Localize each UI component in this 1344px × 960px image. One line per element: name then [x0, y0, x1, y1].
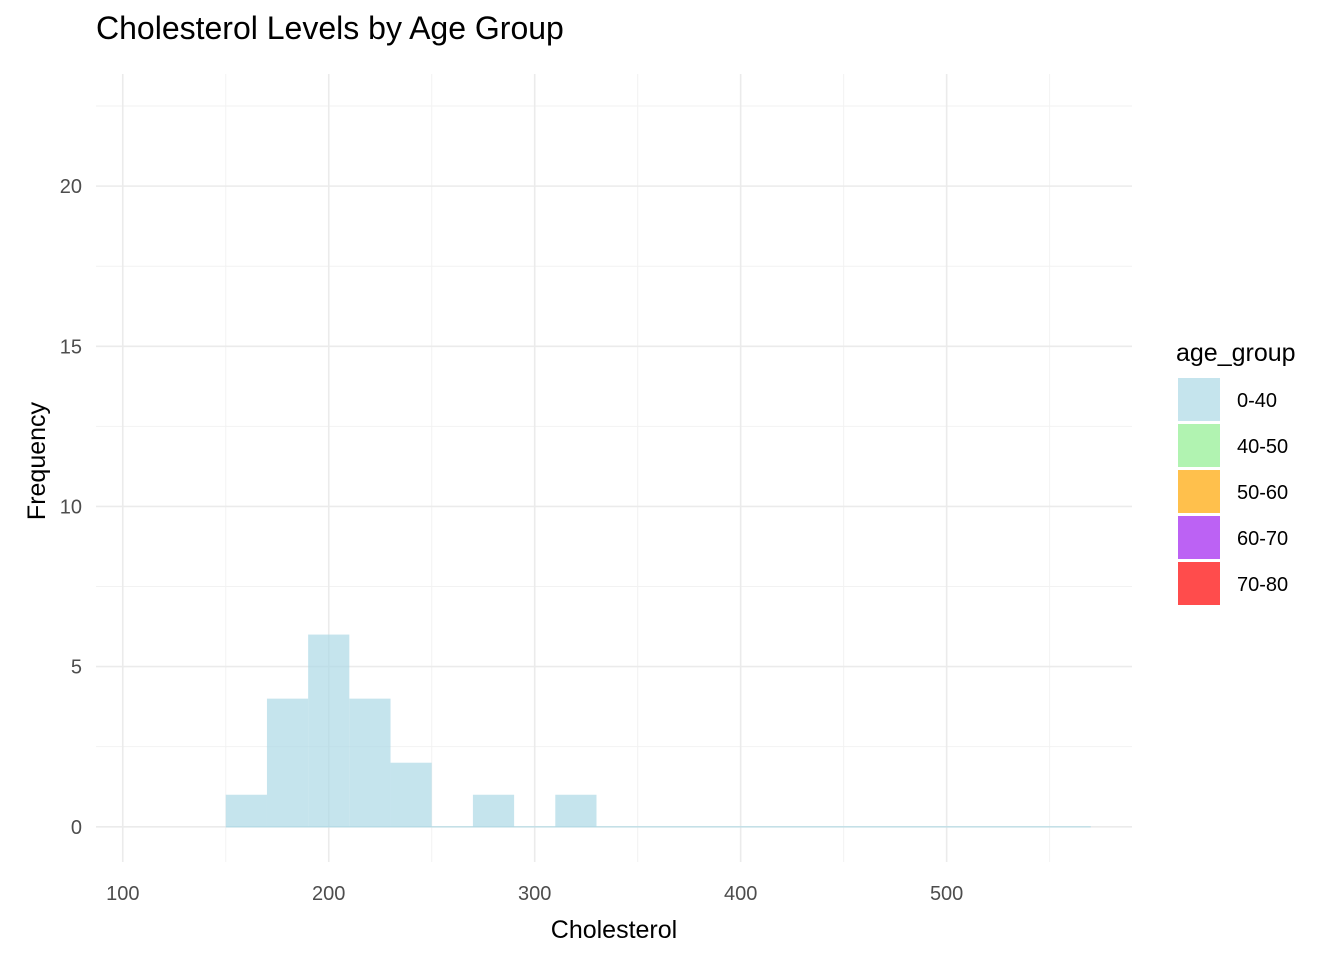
x-tick-label: 500 [930, 883, 963, 905]
chart-title: Cholesterol Levels by Age Group [96, 10, 564, 46]
histogram-bar [266, 698, 309, 827]
y-axis-title: Frequency [23, 401, 51, 520]
legend-label: 70-80 [1237, 574, 1288, 596]
legend-label: 0-40 [1237, 390, 1277, 412]
legend-swatch [1178, 562, 1220, 605]
legend: age_group 0-40 40-50 50-60 60-70 70-80 [1176, 339, 1296, 605]
y-tick-label: 20 [60, 176, 82, 198]
legend-swatch [1178, 378, 1220, 421]
legend-swatch [1178, 516, 1220, 559]
x-tick-label: 300 [518, 883, 551, 905]
x-tick-label: 200 [312, 883, 345, 905]
y-tick-label: 15 [60, 336, 82, 358]
x-tick-labels: 100 200 300 400 500 [106, 883, 963, 905]
legend-swatch [1178, 470, 1220, 513]
y-tick-label: 0 [71, 817, 82, 839]
histogram-bar [308, 634, 350, 827]
histogram-bar [555, 794, 597, 827]
x-tick-label: 100 [106, 883, 139, 905]
y-tick-label: 10 [60, 496, 82, 518]
histogram-bar [349, 698, 391, 827]
legend-label: 50-60 [1237, 482, 1288, 504]
minor-gridlines [96, 74, 1132, 862]
legend-title: age_group [1176, 339, 1296, 367]
y-tick-labels: 0 5 10 15 20 [60, 176, 82, 839]
histogram-bar [472, 794, 515, 827]
legend-label: 40-50 [1237, 436, 1288, 458]
major-gridlines [96, 74, 1132, 862]
histogram-bar [225, 794, 267, 827]
histogram-bars [225, 634, 1091, 828]
legend-entries: 0-40 40-50 50-60 60-70 70-80 [1178, 378, 1288, 605]
legend-swatch [1178, 424, 1220, 467]
histogram-bar [390, 762, 432, 827]
legend-label: 60-70 [1237, 528, 1288, 550]
x-tick-label: 400 [724, 883, 757, 905]
y-tick-label: 5 [71, 657, 82, 679]
x-axis-title: Cholesterol [551, 916, 677, 944]
